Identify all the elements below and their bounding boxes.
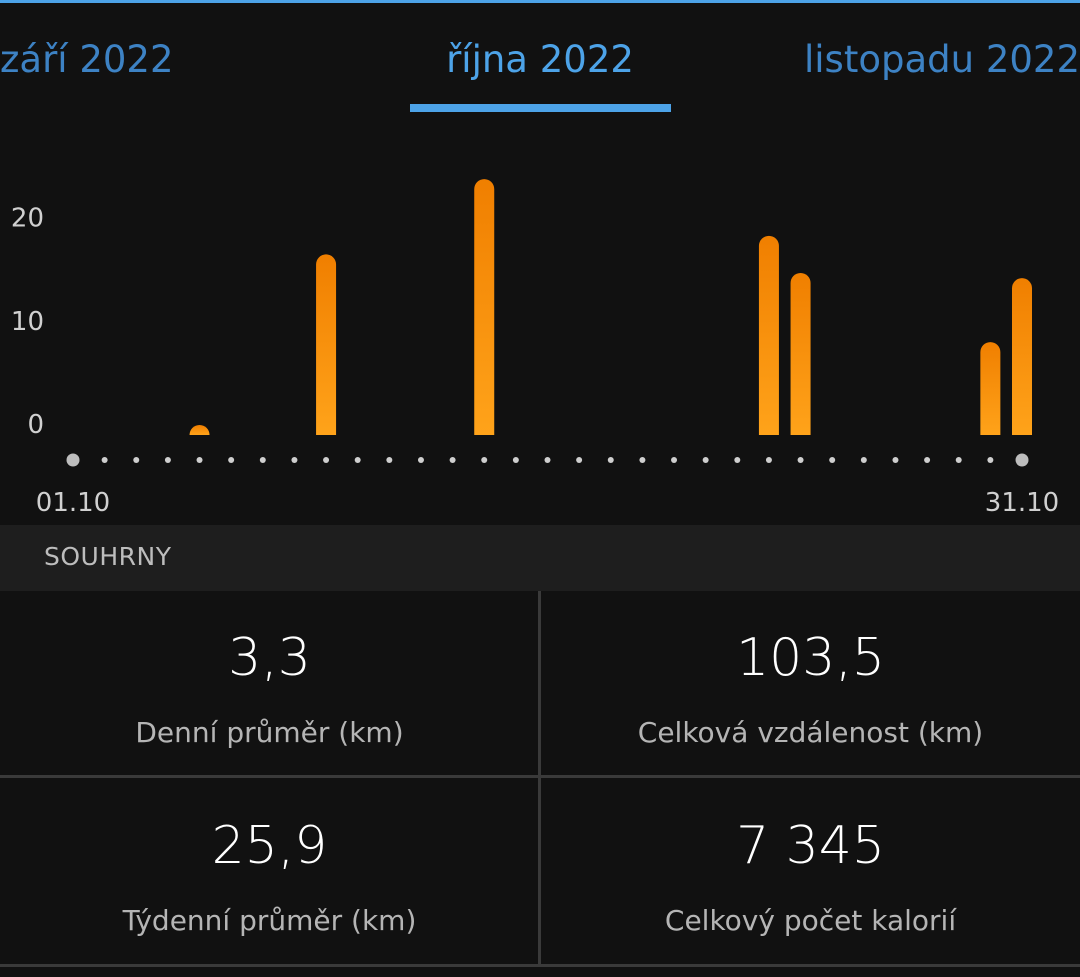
- top-accent-line: [0, 0, 1080, 3]
- stat-label: Celkový počet kalorií: [664, 904, 957, 937]
- day-dot: [860, 457, 867, 463]
- day-dot-endpoint: [1015, 453, 1029, 467]
- y-axis: 0 10 20: [11, 204, 44, 440]
- day-dot: [417, 457, 424, 463]
- day-dot: [829, 457, 836, 463]
- distance-bar[interactable]: [790, 272, 811, 435]
- day-dot: [924, 457, 931, 463]
- day-dot: [164, 457, 171, 463]
- day-dot: [196, 457, 203, 463]
- day-dot: [228, 457, 235, 463]
- summary-section-header: SOUHRNY: [0, 525, 1080, 591]
- day-dot: [544, 457, 551, 463]
- y-tick-label: 10: [11, 307, 44, 337]
- day-dot: [291, 457, 298, 463]
- day-dot: [892, 457, 899, 463]
- summary-stats-grid: 3,3 Denní průměr (km) 103,5 Celková vzdá…: [0, 591, 1080, 977]
- distance-bar-chart: 0 10 20 01.10 31.10: [0, 115, 1080, 525]
- day-dot: [259, 457, 266, 463]
- stats-bottom-divider: [0, 964, 1080, 967]
- x-end-label: 31.10: [985, 488, 1059, 518]
- x-axis: 01.10 31.10: [36, 488, 1059, 518]
- day-dot: [765, 457, 772, 463]
- day-dot: [354, 457, 361, 463]
- day-dot: [955, 457, 962, 463]
- y-tick-label: 0: [27, 410, 44, 440]
- stats-horizontal-divider: [0, 775, 1080, 778]
- stat-daily-average: 3,3 Denní průměr (km): [0, 591, 539, 776]
- day-dot: [987, 457, 994, 463]
- month-tab-bar: září 2022 října 2022 listopadu 2022: [0, 3, 1080, 115]
- tab-current-month[interactable]: října 2022: [446, 38, 634, 81]
- stat-total-distance: 103,5 Celková vzdálenost (km): [541, 591, 1080, 776]
- day-dots: [66, 453, 1029, 467]
- tab-next-month[interactable]: listopadu 2022: [803, 38, 1080, 81]
- stat-value: 25,9: [211, 816, 328, 876]
- summary-header-label: SOUHRNY: [44, 542, 172, 571]
- day-dot-endpoint: [66, 453, 80, 467]
- distance-bar[interactable]: [758, 235, 779, 435]
- stat-label: Denní průměr (km): [135, 716, 404, 749]
- day-dot: [323, 457, 330, 463]
- distance-bar[interactable]: [316, 254, 337, 435]
- stat-value: 3,3: [228, 628, 311, 688]
- day-dot: [671, 457, 678, 463]
- stats-vertical-divider: [538, 591, 541, 967]
- stat-total-calories: 7 345 Celkový počet kalorií: [541, 779, 1080, 964]
- day-dot: [481, 457, 488, 463]
- day-dot: [797, 457, 804, 463]
- day-dot: [133, 457, 140, 463]
- distance-bar[interactable]: [474, 179, 495, 435]
- stat-weekly-average: 25,9 Týdenní průměr (km): [0, 779, 539, 964]
- bars-group: [189, 179, 1032, 435]
- day-dot: [702, 457, 709, 463]
- stat-label: Celková vzdálenost (km): [637, 716, 984, 749]
- tab-previous-month[interactable]: září 2022: [0, 38, 174, 81]
- distance-bar[interactable]: [189, 425, 210, 435]
- day-dot: [576, 457, 583, 463]
- chart-canvas: 0 10 20 01.10 31.10: [11, 179, 1059, 518]
- day-dot: [639, 457, 646, 463]
- distance-bar[interactable]: [980, 342, 1001, 435]
- day-dot: [386, 457, 393, 463]
- y-tick-label: 20: [11, 204, 44, 234]
- stat-value: 7 345: [736, 816, 885, 876]
- day-dot: [101, 457, 108, 463]
- stat-label: Týdenní průměr (km): [122, 904, 417, 937]
- distance-bar[interactable]: [1012, 278, 1032, 435]
- day-dot: [734, 457, 741, 463]
- stat-value: 103,5: [736, 628, 885, 688]
- day-dot: [449, 457, 456, 463]
- x-start-label: 01.10: [36, 488, 110, 518]
- day-dot: [512, 457, 519, 463]
- active-tab-indicator: [410, 104, 671, 112]
- day-dot: [607, 457, 614, 463]
